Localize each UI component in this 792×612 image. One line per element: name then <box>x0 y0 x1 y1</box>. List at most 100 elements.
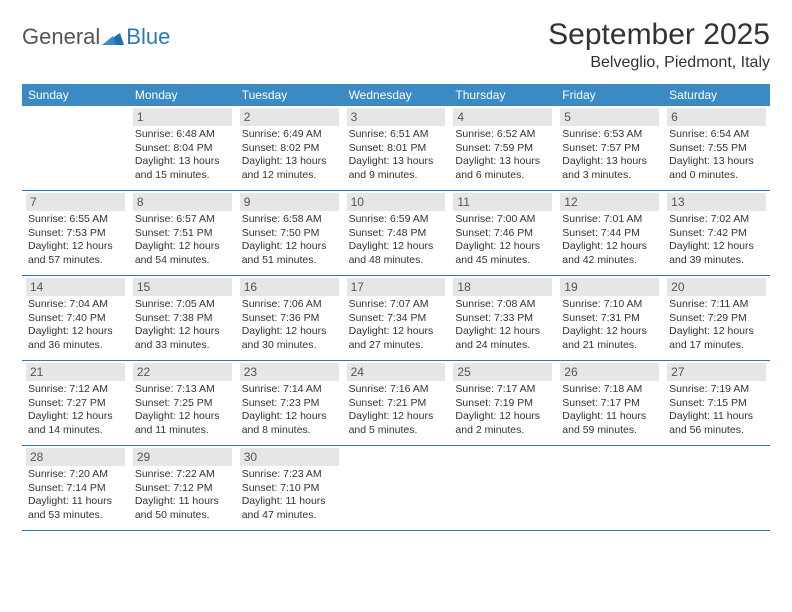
daylight-text: Daylight: 11 hours and 47 minutes. <box>240 495 339 522</box>
day-number: 8 <box>133 193 232 211</box>
day-number: 7 <box>26 193 125 211</box>
day-number: 4 <box>453 108 552 126</box>
weekday-header: Saturday <box>663 84 770 106</box>
sunset-text: Sunset: 7:31 PM <box>560 312 659 326</box>
sunset-text: Sunset: 7:51 PM <box>133 227 232 241</box>
day-cell: 22Sunrise: 7:13 AMSunset: 7:25 PMDayligh… <box>129 361 236 445</box>
day-number: 9 <box>240 193 339 211</box>
daylight-text: Daylight: 12 hours and 11 minutes. <box>133 410 232 437</box>
header: General Blue September 2025 Belveglio, P… <box>22 18 770 72</box>
day-number: 20 <box>667 278 766 296</box>
sunrise-text: Sunrise: 7:01 AM <box>560 213 659 227</box>
logo-text-blue: Blue <box>126 24 170 50</box>
daylight-text: Daylight: 12 hours and 36 minutes. <box>26 325 125 352</box>
sunrise-text: Sunrise: 7:10 AM <box>560 298 659 312</box>
sunset-text: Sunset: 8:01 PM <box>347 142 446 156</box>
day-cell: 15Sunrise: 7:05 AMSunset: 7:38 PMDayligh… <box>129 276 236 360</box>
daylight-text: Daylight: 12 hours and 54 minutes. <box>133 240 232 267</box>
day-cell: 13Sunrise: 7:02 AMSunset: 7:42 PMDayligh… <box>663 191 770 275</box>
day-number: 3 <box>347 108 446 126</box>
daylight-text: Daylight: 12 hours and 24 minutes. <box>453 325 552 352</box>
daylight-text: Daylight: 12 hours and 42 minutes. <box>560 240 659 267</box>
sunset-text: Sunset: 7:19 PM <box>453 397 552 411</box>
sunset-text: Sunset: 7:29 PM <box>667 312 766 326</box>
weekday-header: Wednesday <box>343 84 450 106</box>
weekday-header: Thursday <box>449 84 556 106</box>
day-cell: 23Sunrise: 7:14 AMSunset: 7:23 PMDayligh… <box>236 361 343 445</box>
sunrise-text: Sunrise: 7:12 AM <box>26 383 125 397</box>
daylight-text: Daylight: 12 hours and 5 minutes. <box>347 410 446 437</box>
sunset-text: Sunset: 7:33 PM <box>453 312 552 326</box>
daylight-text: Daylight: 12 hours and 27 minutes. <box>347 325 446 352</box>
day-number: 21 <box>26 363 125 381</box>
sunrise-text: Sunrise: 6:53 AM <box>560 128 659 142</box>
sunrise-text: Sunrise: 7:17 AM <box>453 383 552 397</box>
daylight-text: Daylight: 12 hours and 51 minutes. <box>240 240 339 267</box>
sunrise-text: Sunrise: 6:51 AM <box>347 128 446 142</box>
daylight-text: Daylight: 12 hours and 33 minutes. <box>133 325 232 352</box>
day-number: 26 <box>560 363 659 381</box>
sunset-text: Sunset: 7:55 PM <box>667 142 766 156</box>
sunrise-text: Sunrise: 6:48 AM <box>133 128 232 142</box>
weekday-header: Tuesday <box>236 84 343 106</box>
day-cell: 6Sunrise: 6:54 AMSunset: 7:55 PMDaylight… <box>663 106 770 190</box>
day-cell <box>449 446 556 530</box>
month-title: September 2025 <box>548 18 770 52</box>
day-number: 14 <box>26 278 125 296</box>
day-cell: 27Sunrise: 7:19 AMSunset: 7:15 PMDayligh… <box>663 361 770 445</box>
day-cell <box>22 106 129 190</box>
week-row: 28Sunrise: 7:20 AMSunset: 7:14 PMDayligh… <box>22 446 770 531</box>
sunrise-text: Sunrise: 7:00 AM <box>453 213 552 227</box>
day-number: 28 <box>26 448 125 466</box>
day-cell: 10Sunrise: 6:59 AMSunset: 7:48 PMDayligh… <box>343 191 450 275</box>
day-cell: 7Sunrise: 6:55 AMSunset: 7:53 PMDaylight… <box>22 191 129 275</box>
daylight-text: Daylight: 12 hours and 14 minutes. <box>26 410 125 437</box>
daylight-text: Daylight: 13 hours and 6 minutes. <box>453 155 552 182</box>
daylight-text: Daylight: 13 hours and 9 minutes. <box>347 155 446 182</box>
sunset-text: Sunset: 7:50 PM <box>240 227 339 241</box>
day-cell: 1Sunrise: 6:48 AMSunset: 8:04 PMDaylight… <box>129 106 236 190</box>
sunset-text: Sunset: 7:27 PM <box>26 397 125 411</box>
sunrise-text: Sunrise: 6:52 AM <box>453 128 552 142</box>
sunrise-text: Sunrise: 7:11 AM <box>667 298 766 312</box>
sunrise-text: Sunrise: 7:06 AM <box>240 298 339 312</box>
logo: General Blue <box>22 24 170 50</box>
weeks-container: 1Sunrise: 6:48 AMSunset: 8:04 PMDaylight… <box>22 106 770 531</box>
location: Belveglio, Piedmont, Italy <box>548 54 770 72</box>
sunrise-text: Sunrise: 7:14 AM <box>240 383 339 397</box>
sunrise-text: Sunrise: 7:08 AM <box>453 298 552 312</box>
sunset-text: Sunset: 7:12 PM <box>133 482 232 496</box>
day-cell: 2Sunrise: 6:49 AMSunset: 8:02 PMDaylight… <box>236 106 343 190</box>
sunrise-text: Sunrise: 7:16 AM <box>347 383 446 397</box>
daylight-text: Daylight: 12 hours and 57 minutes. <box>26 240 125 267</box>
day-cell: 17Sunrise: 7:07 AMSunset: 7:34 PMDayligh… <box>343 276 450 360</box>
day-number: 1 <box>133 108 232 126</box>
day-number: 23 <box>240 363 339 381</box>
day-number: 2 <box>240 108 339 126</box>
day-number: 27 <box>667 363 766 381</box>
sunrise-text: Sunrise: 7:13 AM <box>133 383 232 397</box>
sunset-text: Sunset: 7:40 PM <box>26 312 125 326</box>
day-number: 30 <box>240 448 339 466</box>
sunrise-text: Sunrise: 6:49 AM <box>240 128 339 142</box>
day-number: 16 <box>240 278 339 296</box>
day-cell: 18Sunrise: 7:08 AMSunset: 7:33 PMDayligh… <box>449 276 556 360</box>
sunrise-text: Sunrise: 7:22 AM <box>133 468 232 482</box>
daylight-text: Daylight: 11 hours and 50 minutes. <box>133 495 232 522</box>
day-number: 5 <box>560 108 659 126</box>
sunrise-text: Sunrise: 6:54 AM <box>667 128 766 142</box>
day-number: 24 <box>347 363 446 381</box>
sunset-text: Sunset: 7:25 PM <box>133 397 232 411</box>
sunset-text: Sunset: 7:57 PM <box>560 142 659 156</box>
day-cell: 30Sunrise: 7:23 AMSunset: 7:10 PMDayligh… <box>236 446 343 530</box>
daylight-text: Daylight: 13 hours and 12 minutes. <box>240 155 339 182</box>
sunrise-text: Sunrise: 7:05 AM <box>133 298 232 312</box>
sunset-text: Sunset: 7:14 PM <box>26 482 125 496</box>
day-cell: 8Sunrise: 6:57 AMSunset: 7:51 PMDaylight… <box>129 191 236 275</box>
day-number: 15 <box>133 278 232 296</box>
day-number: 11 <box>453 193 552 211</box>
weekday-header: Monday <box>129 84 236 106</box>
day-cell: 19Sunrise: 7:10 AMSunset: 7:31 PMDayligh… <box>556 276 663 360</box>
day-cell: 14Sunrise: 7:04 AMSunset: 7:40 PMDayligh… <box>22 276 129 360</box>
sunrise-text: Sunrise: 7:23 AM <box>240 468 339 482</box>
